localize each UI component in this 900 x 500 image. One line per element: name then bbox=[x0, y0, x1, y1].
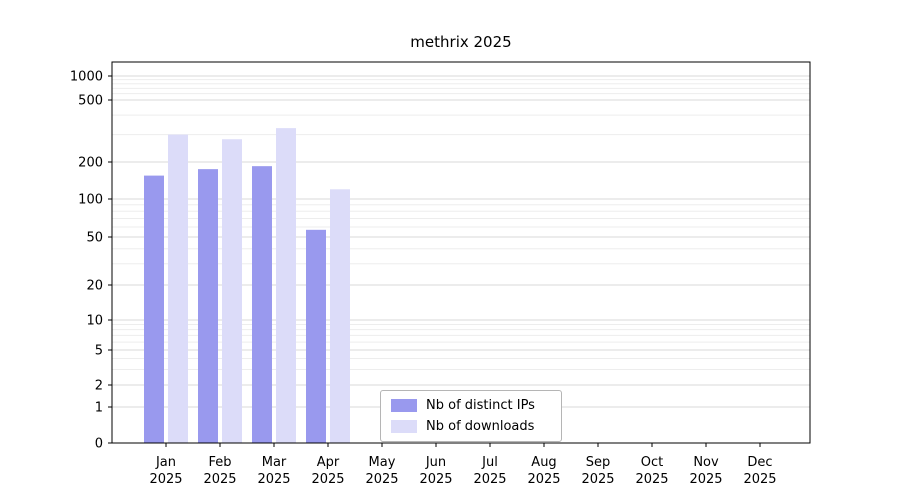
legend-label-distinct-ips: Nb of distinct IPs bbox=[426, 398, 535, 413]
y-tick-label: 100 bbox=[78, 193, 103, 208]
x-tick-label-year: 2025 bbox=[419, 472, 452, 487]
x-tick-label-month: Jan bbox=[155, 455, 176, 470]
y-tick-label: 5 bbox=[95, 344, 103, 359]
x-tick-label-year: 2025 bbox=[311, 472, 344, 487]
x-tick-label-year: 2025 bbox=[365, 472, 398, 487]
legend-item-distinct-ips: Nb of distinct IPs bbox=[391, 398, 551, 413]
x-tick-label-year: 2025 bbox=[635, 472, 668, 487]
x-tick-label-month: Aug bbox=[531, 455, 556, 470]
bar-distinct-ips bbox=[198, 169, 218, 443]
x-tick-label-month: Sep bbox=[586, 455, 611, 470]
legend-item-downloads: Nb of downloads bbox=[391, 419, 551, 434]
y-tick-label: 50 bbox=[86, 231, 103, 246]
x-tick-label-year: 2025 bbox=[149, 472, 182, 487]
x-tick-label-month: Nov bbox=[693, 455, 719, 470]
x-tick-label-year: 2025 bbox=[743, 472, 776, 487]
x-tick-label-year: 2025 bbox=[527, 472, 560, 487]
x-tick-label-year: 2025 bbox=[203, 472, 236, 487]
x-tick-label-year: 2025 bbox=[473, 472, 506, 487]
y-tick-label: 200 bbox=[78, 156, 103, 171]
y-tick-label: 1000 bbox=[70, 70, 103, 85]
y-tick-label: 0 bbox=[95, 437, 103, 452]
x-tick-label-month: May bbox=[369, 455, 396, 470]
chart-title: methrix 2025 bbox=[410, 33, 512, 51]
x-tick-label-month: Mar bbox=[262, 455, 287, 470]
x-tick-label-year: 2025 bbox=[689, 472, 722, 487]
x-tick-label-month: Feb bbox=[208, 455, 231, 470]
y-tick-label: 10 bbox=[86, 314, 103, 329]
bar-downloads bbox=[330, 189, 350, 443]
bar-distinct-ips bbox=[144, 175, 164, 443]
x-tick-label-month: Dec bbox=[747, 455, 772, 470]
bar-downloads bbox=[168, 134, 188, 443]
x-tick-label-year: 2025 bbox=[581, 472, 614, 487]
legend-label-downloads: Nb of downloads bbox=[426, 419, 535, 434]
x-tick-label-year: 2025 bbox=[257, 472, 290, 487]
y-tick-label: 20 bbox=[86, 279, 103, 294]
x-tick-label-month: Jun bbox=[425, 455, 446, 470]
plot-border bbox=[111, 61, 811, 444]
x-tick-label-month: Apr bbox=[317, 455, 340, 470]
y-tick-label: 500 bbox=[78, 94, 103, 109]
y-tick-label: 2 bbox=[95, 379, 103, 394]
x-tick-label-month: Jul bbox=[481, 455, 498, 470]
y-tick-label: 1 bbox=[95, 401, 103, 416]
bar-downloads bbox=[276, 128, 296, 443]
bar-distinct-ips bbox=[306, 229, 326, 443]
legend-swatch-downloads bbox=[391, 420, 417, 433]
legend-swatch-distinct-ips bbox=[391, 399, 417, 412]
x-tick-label-month: Oct bbox=[641, 455, 663, 470]
bar-distinct-ips bbox=[252, 166, 272, 443]
bar-downloads bbox=[222, 139, 242, 443]
chart-legend: Nb of distinct IPs Nb of downloads bbox=[380, 390, 562, 442]
